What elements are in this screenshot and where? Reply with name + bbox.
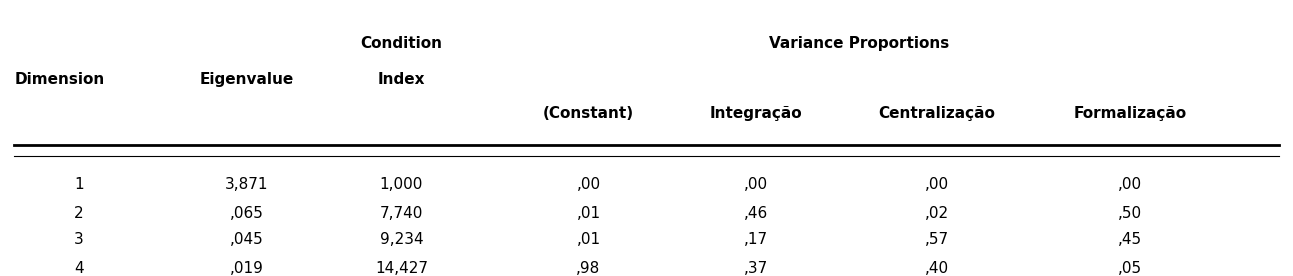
Text: ,05: ,05 [1118, 261, 1143, 276]
Text: (Constant): (Constant) [543, 106, 634, 121]
Text: 1,000: 1,000 [380, 177, 423, 192]
Text: ,019: ,019 [230, 261, 264, 276]
Text: ,17: ,17 [743, 232, 768, 247]
Text: Centralização: Centralização [878, 106, 996, 121]
Text: ,45: ,45 [1118, 232, 1143, 247]
Text: 1: 1 [74, 177, 84, 192]
Text: 3: 3 [74, 232, 84, 247]
Text: Index: Index [378, 72, 425, 87]
Text: ,57: ,57 [924, 232, 949, 247]
Text: ,00: ,00 [1118, 177, 1143, 192]
Text: ,065: ,065 [230, 206, 264, 221]
Text: Variance Proportions: Variance Proportions [769, 36, 949, 51]
Text: ,40: ,40 [924, 261, 949, 276]
Text: 4: 4 [74, 261, 84, 276]
Text: ,00: ,00 [577, 177, 600, 192]
Text: ,02: ,02 [924, 206, 949, 221]
Text: ,00: ,00 [743, 177, 768, 192]
Text: ,46: ,46 [743, 206, 768, 221]
Text: Integração: Integração [710, 106, 803, 121]
Text: 14,427: 14,427 [375, 261, 428, 276]
Text: ,045: ,045 [230, 232, 264, 247]
Text: 2: 2 [74, 206, 84, 221]
Text: Formalização: Formalização [1073, 106, 1187, 121]
Text: 3,871: 3,871 [225, 177, 268, 192]
Text: 9,234: 9,234 [380, 232, 423, 247]
Text: ,01: ,01 [577, 206, 600, 221]
Text: ,37: ,37 [743, 261, 768, 276]
Text: ,50: ,50 [1118, 206, 1143, 221]
Text: ,01: ,01 [577, 232, 600, 247]
Text: Condition: Condition [361, 36, 442, 51]
Text: Dimension: Dimension [14, 72, 105, 87]
Text: ,00: ,00 [924, 177, 949, 192]
Text: 7,740: 7,740 [380, 206, 423, 221]
Text: ,98: ,98 [577, 261, 600, 276]
Text: Eigenvalue: Eigenvalue [199, 72, 294, 87]
